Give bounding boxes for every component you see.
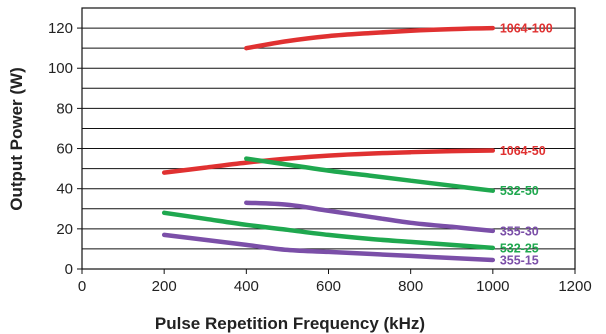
series-line-355-15	[161, 232, 496, 263]
series-label-355-15: 355-15	[500, 253, 539, 267]
series-line-1064-100	[244, 25, 496, 51]
x-tick-label: 1000	[476, 278, 509, 295]
y-tick-label: 40	[56, 181, 73, 198]
series-label-355-30: 355-30	[500, 224, 539, 238]
series-line-1064-50	[161, 148, 496, 175]
series-line-532-50	[244, 156, 496, 193]
x-tick-label: 200	[152, 278, 177, 295]
axes: 0 200 400 600 800 1000 1200 0 20 40 60 80 100 120	[48, 7, 592, 295]
y-tick-label: 0	[65, 261, 73, 278]
series-lines	[161, 25, 496, 263]
x-tick-label: 400	[234, 278, 259, 295]
series-label-1064-50: 1064-50	[500, 144, 546, 158]
y-tick-label: 60	[56, 141, 73, 158]
series-line-355-30	[244, 200, 496, 234]
series-line-532-25	[161, 210, 496, 251]
y-tick-label: 120	[48, 20, 73, 37]
x-tick-label: 0	[78, 278, 86, 295]
y-tick-label: 100	[48, 60, 73, 77]
x-tick-label: 1200	[558, 278, 591, 295]
x-axis-title: Pulse Repetition Frequency (kHz)	[155, 314, 425, 333]
y-tick-label: 20	[56, 221, 73, 238]
series-label-1064-100: 1064-100	[500, 22, 553, 36]
series-label-532-50: 532-50	[500, 184, 539, 198]
y-axis-title: Output Power (W)	[7, 67, 26, 211]
x-tick-label: 800	[398, 278, 423, 295]
series-label-532-25: 532-25	[500, 241, 539, 255]
y-tick-label: 80	[56, 100, 73, 117]
x-tick-label: 600	[316, 278, 341, 295]
